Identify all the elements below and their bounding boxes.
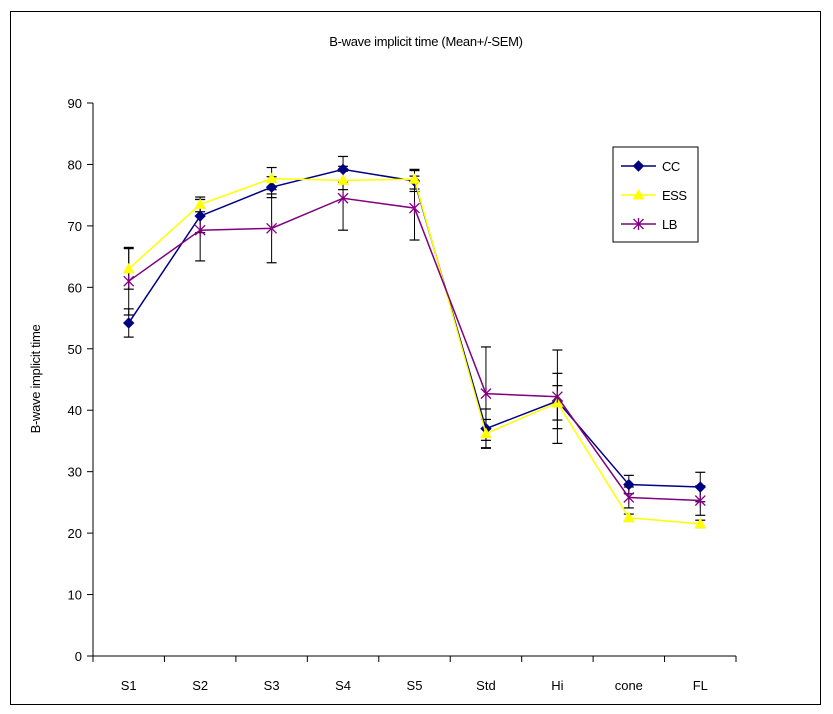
- series-layer: [122, 155, 707, 529]
- series-ess: [122, 172, 707, 529]
- y-tick-label: 40: [68, 403, 82, 418]
- y-tick-label: 50: [68, 342, 82, 357]
- y-tick-label: 80: [68, 157, 82, 172]
- y-tick-label: 10: [68, 588, 82, 603]
- data-point: [408, 173, 421, 184]
- data-point: [337, 174, 349, 185]
- y-tick-label: 60: [68, 280, 82, 295]
- chart-frame: [10, 11, 821, 705]
- data-point: [122, 262, 135, 274]
- y-tick-label: 70: [68, 219, 82, 234]
- y-tick-label: 20: [68, 526, 82, 541]
- legend-marker-cc: [632, 160, 645, 172]
- data-point: [194, 198, 207, 209]
- data-point: [123, 317, 135, 329]
- x-tick-label: S4: [335, 678, 351, 693]
- x-tick-label: Std: [476, 678, 496, 693]
- x-tick-label: S3: [264, 678, 280, 693]
- data-point: [266, 222, 278, 235]
- legend-label-cc: CC: [662, 159, 680, 174]
- x-tick-label: S1: [121, 678, 137, 693]
- data-point: [337, 192, 349, 205]
- legend-label-lb: LB: [662, 217, 677, 232]
- data-point: [480, 427, 492, 439]
- x-tick-label: cone: [615, 678, 643, 693]
- y-axis-label: B-wave implicit time: [28, 325, 43, 434]
- data-point: [623, 491, 635, 504]
- data-point: [265, 181, 278, 193]
- data-point: [480, 387, 492, 400]
- data-point: [694, 517, 707, 529]
- data-point: [694, 494, 706, 507]
- data-point: [551, 390, 563, 403]
- data-point: [337, 163, 349, 176]
- series-line-lb: [128, 197, 701, 502]
- x-tick-label: S2: [192, 678, 208, 693]
- data-point: [694, 481, 706, 493]
- series-lb: [123, 192, 706, 507]
- y-tick-label: 0: [75, 649, 82, 664]
- data-point: [623, 478, 635, 491]
- chart-title: B-wave implicit time (Mean+/-SEM): [329, 34, 522, 49]
- x-tick-label: Hi: [551, 678, 563, 693]
- data-point: [265, 172, 278, 184]
- axes: 0 10 20 30 40 50 60 70 80 90 S1 S2 S3 S4 S5 Std Hi cone FL: [68, 96, 737, 693]
- x-tick-label: FL: [693, 678, 708, 693]
- y-tick-label: 90: [68, 96, 82, 111]
- legend-marker-lb: [633, 218, 644, 230]
- legend-label-ess: ESS: [662, 188, 687, 203]
- data-point: [194, 210, 206, 222]
- data-point: [123, 275, 135, 288]
- data-point: [409, 202, 420, 215]
- legend-marker-ess: [632, 188, 645, 200]
- y-tick-label: 30: [68, 465, 82, 480]
- series-cc: [123, 163, 706, 493]
- data-point: [194, 224, 206, 237]
- data-point: [622, 511, 635, 523]
- x-tick-label: S5: [407, 678, 423, 693]
- legend: CC ESS LB: [612, 146, 699, 243]
